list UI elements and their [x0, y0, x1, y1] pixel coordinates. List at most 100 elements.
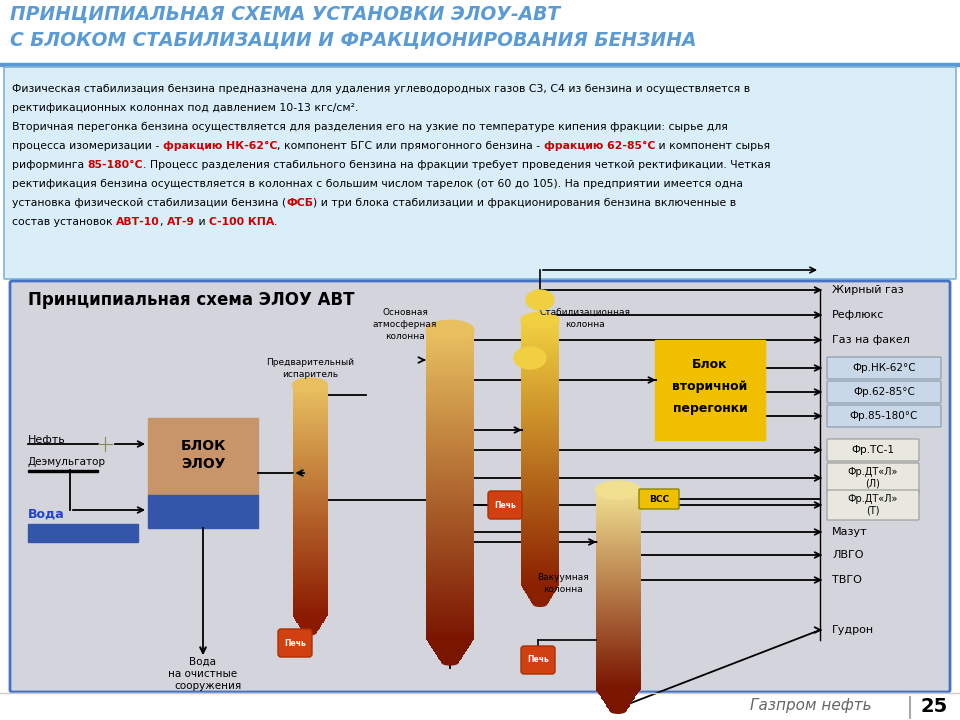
FancyBboxPatch shape	[639, 489, 679, 509]
Bar	[595, 686, 640, 688]
Bar	[521, 495, 559, 498]
FancyBboxPatch shape	[521, 646, 555, 674]
Bar	[521, 320, 559, 323]
Bar	[604, 701, 632, 703]
Bar	[293, 553, 327, 556]
Bar	[595, 492, 640, 495]
Text: колонна: колонна	[565, 320, 605, 329]
Bar	[293, 426, 327, 429]
Bar	[293, 472, 327, 475]
Bar	[595, 573, 640, 576]
Bar	[595, 649, 640, 651]
Bar	[426, 515, 474, 518]
Bar	[293, 571, 327, 574]
Bar	[525, 592, 555, 593]
Bar	[532, 602, 548, 603]
Bar	[426, 611, 474, 614]
Bar	[426, 521, 474, 525]
Bar	[521, 376, 559, 379]
Text: Гудрон: Гудрон	[832, 625, 875, 635]
Bar	[595, 657, 640, 659]
Bar	[293, 392, 327, 395]
Bar	[426, 564, 474, 567]
Bar	[595, 652, 640, 655]
Text: Вторичная перегонка бензина осуществляется для разделения его на узкие по темпер: Вторичная перегонка бензина осуществляет…	[12, 122, 728, 132]
Bar	[426, 376, 474, 379]
Bar	[426, 592, 474, 595]
Bar	[521, 450, 559, 453]
Bar	[426, 490, 474, 494]
Bar	[521, 471, 559, 474]
Bar	[595, 585, 640, 588]
Text: Стабилизационная: Стабилизационная	[540, 308, 631, 317]
Text: ректификация бензина осуществляется в колоннах с большим числом тарелок (от 60 д: ректификация бензина осуществляется в ко…	[12, 179, 743, 189]
Text: Фр.85-180°С: Фр.85-180°С	[850, 411, 918, 421]
Bar	[426, 534, 474, 537]
Bar	[525, 590, 555, 592]
Bar	[521, 487, 559, 490]
Bar	[300, 627, 320, 629]
Text: Фр.ДТ«Л»
(Т): Фр.ДТ«Л» (Т)	[848, 494, 899, 516]
Bar	[521, 567, 559, 570]
Bar	[610, 709, 627, 711]
Bar	[595, 579, 640, 582]
Bar	[426, 407, 474, 410]
Bar	[426, 416, 474, 420]
Bar	[426, 330, 474, 333]
Text: ЭЛОУ: ЭЛОУ	[180, 457, 226, 472]
Bar	[426, 456, 474, 460]
FancyBboxPatch shape	[827, 405, 941, 427]
Bar	[426, 527, 474, 531]
Bar	[595, 546, 640, 548]
Bar	[521, 323, 559, 325]
Bar	[595, 581, 640, 584]
Bar	[521, 360, 559, 363]
Bar	[521, 405, 559, 408]
Bar	[521, 461, 559, 464]
Bar	[426, 484, 474, 487]
Bar	[435, 651, 466, 653]
Ellipse shape	[534, 602, 546, 606]
Bar	[595, 615, 640, 617]
Bar	[595, 678, 640, 680]
Bar	[293, 397, 327, 400]
Text: перегонки: перегонки	[673, 402, 748, 415]
Bar	[293, 582, 327, 585]
Bar	[595, 607, 640, 609]
Bar	[293, 451, 327, 454]
Bar	[595, 618, 640, 621]
Bar	[293, 449, 327, 452]
Bar	[521, 572, 559, 575]
Bar	[293, 405, 327, 408]
Bar	[293, 603, 327, 606]
Bar	[293, 541, 327, 544]
Bar	[426, 404, 474, 408]
Bar	[428, 642, 471, 643]
Bar	[595, 541, 640, 544]
Bar	[595, 523, 640, 526]
Bar	[522, 587, 558, 588]
Bar	[521, 402, 559, 405]
Text: Принципиальная схема ЭЛОУ АВТ: Принципиальная схема ЭЛОУ АВТ	[28, 291, 354, 309]
Bar	[601, 697, 635, 698]
Bar	[521, 431, 559, 434]
Bar	[293, 521, 327, 523]
Ellipse shape	[611, 708, 626, 714]
Bar	[293, 403, 327, 406]
Bar	[521, 479, 559, 482]
Bar	[293, 562, 327, 565]
Text: 25: 25	[920, 697, 948, 716]
Bar	[521, 397, 559, 400]
Bar	[426, 623, 474, 626]
Text: ,: ,	[160, 217, 167, 227]
Bar	[595, 613, 640, 615]
Bar	[426, 585, 474, 589]
Bar	[300, 626, 320, 628]
Bar	[521, 328, 559, 331]
Text: сооружения: сооружения	[175, 681, 242, 691]
Bar	[595, 626, 640, 629]
Text: .: .	[275, 217, 277, 227]
Bar	[293, 514, 327, 516]
Bar	[595, 502, 640, 504]
Text: Фр.ТС-1: Фр.ТС-1	[852, 445, 895, 455]
